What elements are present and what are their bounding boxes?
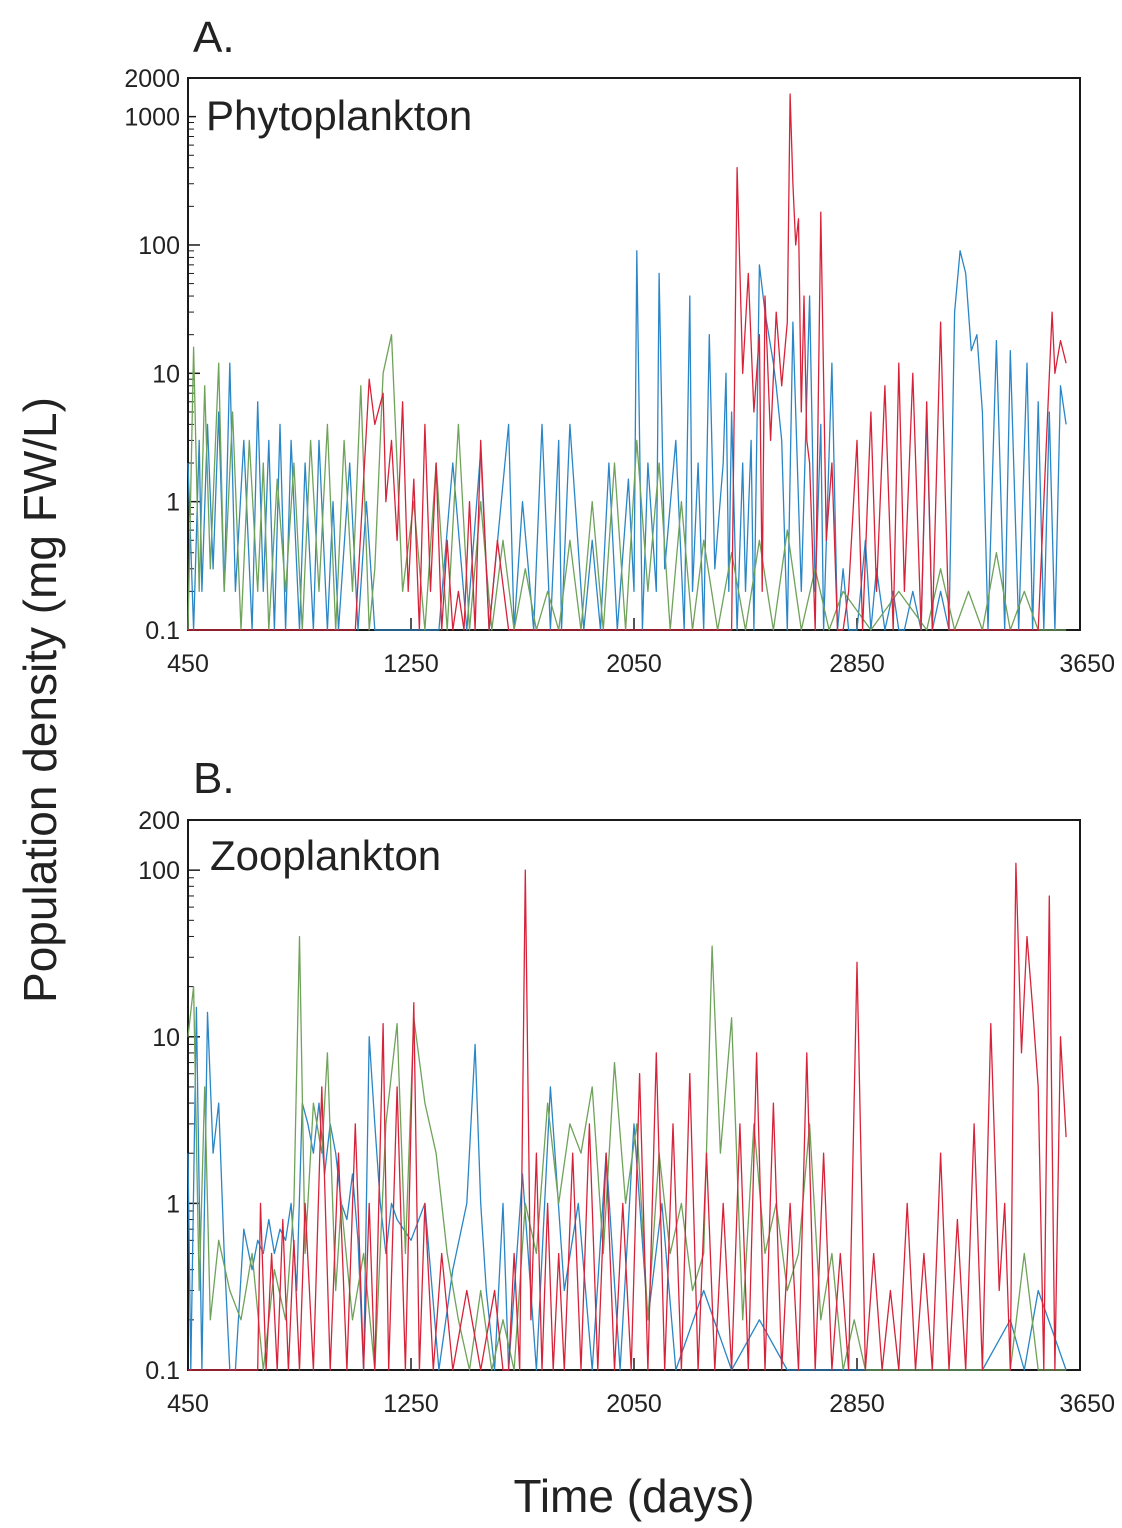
panel-b-ytick-label-3: 100	[138, 857, 180, 885]
panel-b-xtick-label-0: 450	[167, 1390, 209, 1418]
panel-b-xtick-label-4: 3650	[1059, 1390, 1115, 1418]
panel-a-series-green	[187, 334, 1067, 631]
panel-a-xtick-label-4: 3650	[1059, 650, 1115, 678]
panel-a-xtick-label-3: 2850	[829, 650, 885, 678]
panel-b-xtick-label-2: 2050	[606, 1390, 662, 1418]
panel-a-ticks: 0.1 1 10 100 1000 2000 450 1250 2050 2850 3650	[124, 65, 1115, 678]
panel-b-xtick-label-3: 2850	[829, 1390, 885, 1418]
panel-a-ytick-label-2: 10	[152, 360, 180, 388]
panel-b-title-backdrop	[200, 830, 520, 886]
panel-b-series	[187, 862, 1067, 1371]
panel-b-ytick-label-4: 200	[138, 807, 180, 835]
panel-b: B. 0.1 1 10 100 200 450 1250 2050 2850 3650 Zoopl…	[138, 754, 1115, 1418]
panel-b-series-green	[187, 935, 1067, 1371]
x-axis-label: Time (days)	[513, 1470, 754, 1522]
y-axis-label: Population density (mg FW/L)	[14, 397, 66, 1003]
panel-a-ytick-label-4: 1000	[124, 104, 180, 132]
panel-a-xtick-label-2: 2050	[606, 650, 662, 678]
panel-b-ytick-label-1: 1	[166, 1190, 180, 1218]
panel-b-xtick-label-1: 1250	[383, 1390, 439, 1418]
panel-b-label: B.	[193, 754, 235, 803]
panel-a-series-red	[188, 93, 1067, 631]
panel-a-ytick-label-3: 100	[138, 232, 180, 260]
panel-b-title: Zooplankton	[210, 832, 441, 879]
panel-a-ytick-label-0: 0.1	[145, 617, 180, 645]
panel-a-ytick-label-5: 2000	[124, 65, 180, 93]
panel-a-label: A.	[193, 13, 235, 62]
panel-b-ytick-label-2: 10	[152, 1024, 180, 1052]
panel-a-ytick-label-1: 1	[166, 489, 180, 517]
panel-a-title-backdrop	[196, 88, 558, 146]
panel-b-series-red	[188, 862, 1067, 1371]
panel-b-ticks: 0.1 1 10 100 200 450 1250 2050 2850 3650	[138, 807, 1115, 1418]
panel-b-ytick-label-0: 0.1	[145, 1357, 180, 1385]
panel-a-title: Phytoplankton	[206, 92, 472, 139]
panel-a-xtick-label-0: 450	[167, 650, 209, 678]
panel-a-series	[187, 93, 1067, 631]
panel-a-xtick-label-1: 1250	[383, 650, 439, 678]
panel-a-series-blue	[187, 250, 1067, 631]
